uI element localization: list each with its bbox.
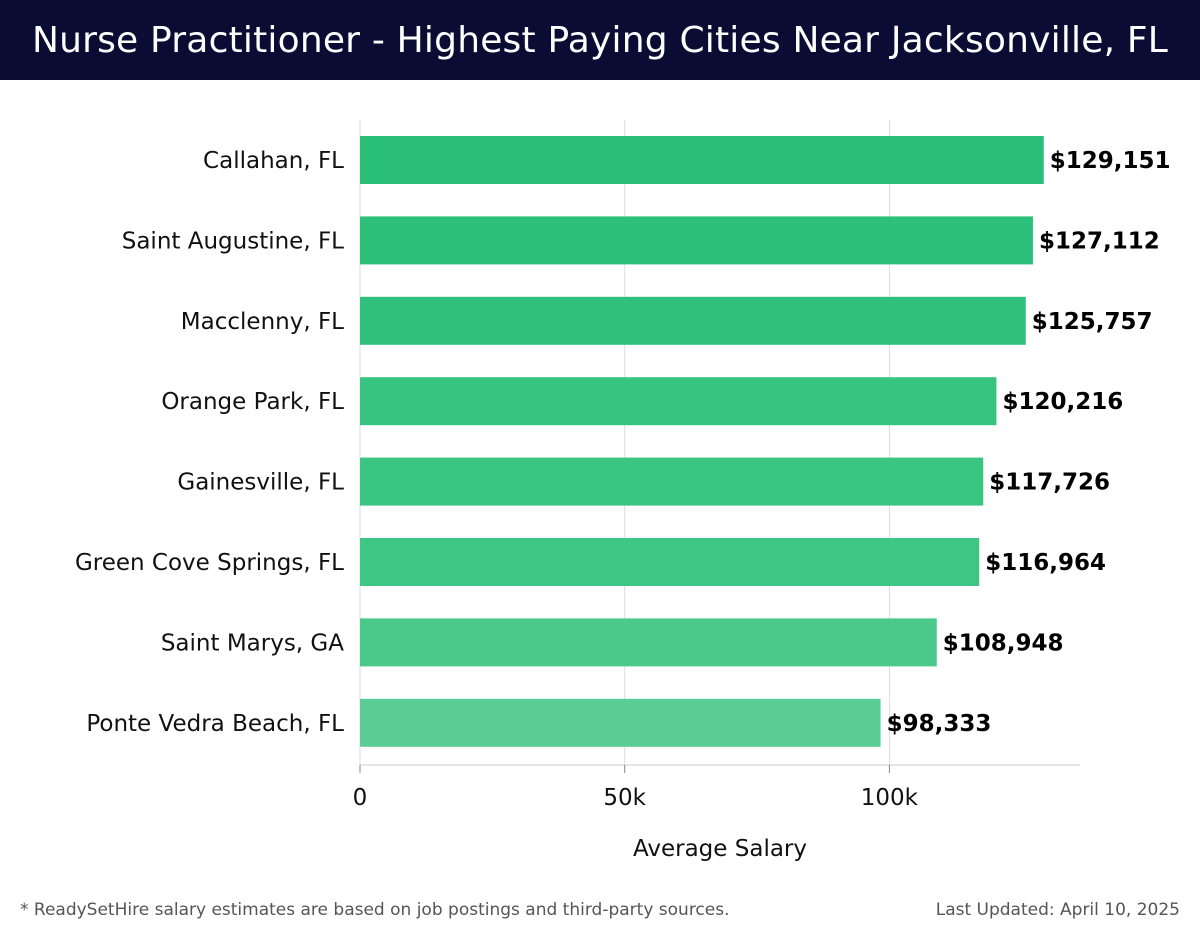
category-label: Macclenny, FL [181,309,344,335]
category-label: Callahan, FL [203,148,344,174]
bar [360,698,881,747]
footer-note: * ReadySetHire salary estimates are base… [20,900,730,920]
category-label: Orange Park, FL [161,389,344,415]
footer: * ReadySetHire salary estimates are base… [20,900,1180,920]
chart-header: Nurse Practitioner - Highest Paying Citi… [0,0,1200,80]
bar [360,538,980,586]
chart-title: Nurse Practitioner - Highest Paying Citi… [31,19,1169,61]
bar [360,216,1033,265]
value-label: $127,112 [1039,228,1160,254]
value-label: $116,964 [985,550,1106,576]
bars: Callahan, FL $129,151 Saint Augustine, FL $… [75,136,1171,747]
x-axis: 0 50k 100k [353,764,1080,811]
bar [360,457,984,506]
category-label: Green Cove Springs, FL [75,550,344,576]
x-tick-label: 100k [861,785,919,811]
value-label: $129,151 [1050,148,1171,174]
category-label: Gainesville, FL [177,470,344,496]
value-label: $98,333 [887,711,992,737]
category-label: Ponte Vedra Beach, FL [86,711,344,737]
category-label: Saint Augustine, FL [122,228,344,254]
value-label: $125,757 [1032,309,1153,335]
x-axis-title: Average Salary [633,836,807,862]
value-label: $108,948 [943,630,1064,656]
last-updated: Last Updated: April 10, 2025 [935,900,1180,920]
x-tick-label: 0 [353,785,368,811]
bar [360,136,1044,184]
category-label: Saint Marys, GA [161,630,344,656]
value-label: $120,216 [1002,389,1123,415]
bar [360,377,997,426]
x-tick-label: 50k [603,785,646,811]
bar [360,296,1026,345]
bar [360,618,937,667]
bar-chart: Callahan, FL $129,151 Saint Augustine, FL $… [75,120,1171,862]
value-label: $117,726 [989,470,1110,496]
